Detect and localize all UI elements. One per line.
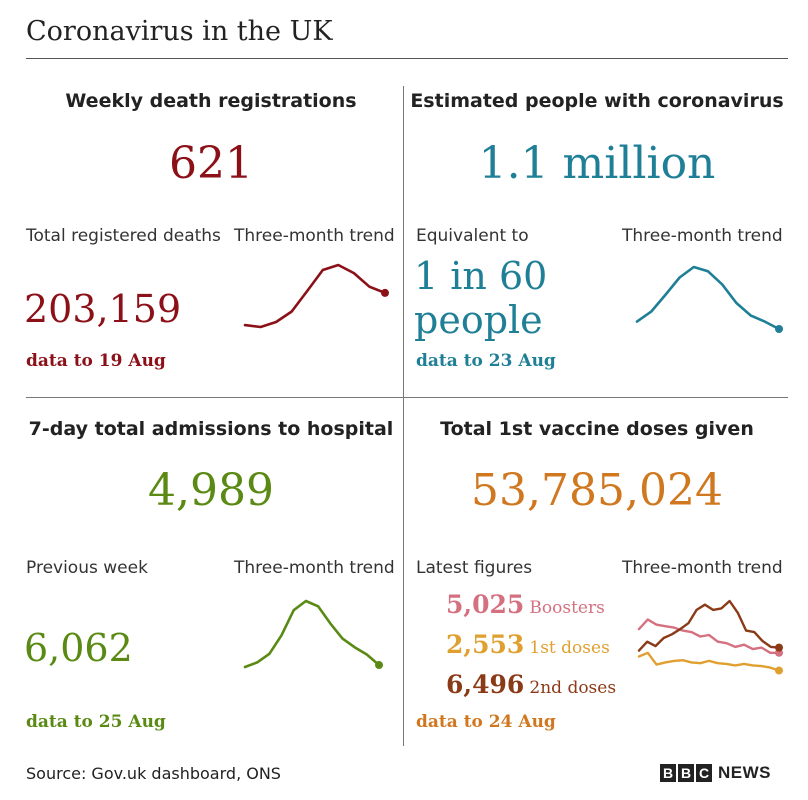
deaths-series-0-line	[243, 263, 387, 329]
deaths-total-value: 203,159	[24, 287, 182, 331]
hospital-date: data to 25 Aug	[26, 712, 166, 732]
hospital-sub-label: Previous week	[26, 558, 148, 578]
hospital-heading: 7-day total admissions to hospital	[28, 418, 394, 440]
infections-trend-chart	[635, 265, 783, 333]
boosters-label: Boosters	[529, 598, 605, 618]
hospital-headline: 4,989	[148, 465, 274, 516]
infections-series-0-line	[635, 265, 781, 331]
latest-first-doses: 2,553 1st doses	[446, 630, 610, 659]
second-doses-value: 6,496	[446, 670, 525, 699]
source-note: Source: Gov.uk dashboard, ONS	[26, 764, 281, 783]
title-divider	[26, 58, 788, 59]
vaccine-heading: Total 1st vaccine doses given	[440, 418, 754, 440]
hospital-previous-value: 6,062	[24, 626, 133, 670]
vaccine-trend-label: Three-month trend	[622, 558, 783, 578]
deaths-series-0-end-point	[381, 288, 389, 297]
vaccine-headline: 53,785,024	[471, 465, 723, 516]
second-doses-label: 2nd doses	[529, 678, 617, 698]
vertical-divider	[403, 86, 404, 746]
hospital-trend-label: Three-month trend	[234, 558, 395, 578]
hospital-trend-chart	[243, 599, 383, 670]
page-title: Coronavirus in the UK	[26, 16, 333, 47]
vaccine-date: data to 24 Aug	[416, 712, 556, 732]
infections-date: data to 23 Aug	[416, 351, 556, 371]
infections-sub-label: Equivalent to	[416, 226, 529, 246]
vaccine-series-0-line	[637, 618, 781, 654]
deaths-heading: Weekly death registrations	[65, 90, 357, 112]
infections-ratio-line2: people	[414, 298, 543, 342]
vaccine-trend-chart	[637, 599, 783, 675]
hospital-series-0-end-point	[375, 661, 383, 670]
vaccine-series-1-line	[637, 651, 781, 672]
deaths-trend-chart	[243, 263, 389, 329]
infections-series-0-end-point	[775, 325, 783, 333]
first-doses-value: 2,553	[446, 630, 525, 659]
infections-trend-label: Three-month trend	[622, 226, 783, 246]
infections-heading: Estimated people with coronavirus	[410, 90, 784, 112]
deaths-trend-label: Three-month trend	[234, 226, 395, 246]
deaths-date: data to 19 Aug	[26, 351, 166, 371]
boosters-value: 5,025	[446, 590, 525, 619]
vaccine-sub-label: Latest figures	[416, 558, 533, 578]
latest-second-doses: 6,496 2nd doses	[446, 670, 616, 699]
hospital-series-0-line	[243, 599, 381, 669]
vaccine-series-1-end-point	[775, 666, 783, 675]
vaccine-series-2-line	[637, 599, 781, 652]
vaccine-series-2-end-point	[775, 643, 783, 652]
deaths-headline: 621	[169, 138, 253, 189]
infections-ratio-line1: 1 in 60	[414, 254, 548, 298]
infections-headline: 1.1 million	[478, 138, 716, 189]
deaths-sub-label: Total registered deaths	[26, 226, 221, 246]
horizontal-divider	[26, 397, 788, 398]
first-doses-label: 1st doses	[529, 638, 610, 658]
latest-boosters: 5,025 Boosters	[446, 590, 605, 619]
